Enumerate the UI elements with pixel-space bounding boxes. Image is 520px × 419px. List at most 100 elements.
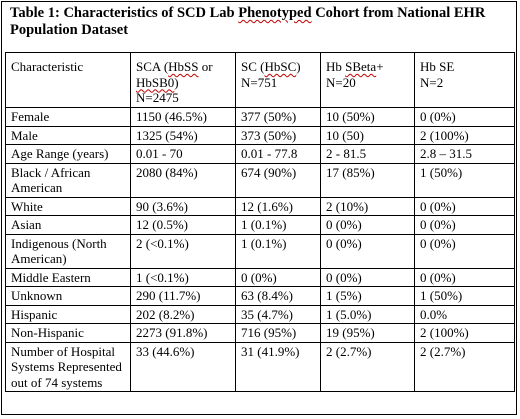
cell-sc: 0 (0%) (235, 267, 321, 287)
caption-text-start: Table 1: Characteristics of SCD Lab (10, 5, 239, 21)
caption-line-2: Population Dataset (10, 22, 129, 38)
header-sca-prefix: SCA ( (136, 59, 169, 74)
cell-se: 2 (100%) (414, 323, 515, 343)
cell-sca: 1150 (46.5%) (130, 107, 236, 127)
cell-sca: 90 (3.6%) (130, 196, 236, 216)
header-sbeta: Hb SBeta+ N=20 (320, 52, 415, 108)
cell-sca: 290 (11.7%) (130, 286, 236, 306)
table-row: Number of Hospital Systems Represented o… (5, 341, 515, 392)
row-label: Indigenous (North American) (5, 233, 131, 269)
cell-sca: 1325 (54%) (130, 125, 236, 145)
table-row: Indigenous (North American) 2 (<0.1%) 1 (0… (5, 233, 515, 269)
cell-sca: 2080 (84%) (130, 162, 236, 198)
cell-se: 0 (0%) (414, 267, 515, 287)
cell-sca: 2273 (91.8%) (130, 323, 236, 343)
row-label: Number of Hospital Systems Represented o… (5, 341, 131, 392)
row-label: Age Range (years) (5, 144, 131, 164)
cell-se: 1 (50%) (414, 162, 515, 198)
cell-sca: 1 (<0.1%) (130, 267, 236, 287)
header-sc-prefix: SC ( (241, 59, 265, 74)
cell-sca: 33 (44.6%) (130, 341, 236, 392)
row-label: Unknown (5, 286, 131, 306)
header-characteristic: Characteristic (5, 52, 131, 108)
cell-se: 2 (100%) (414, 125, 515, 145)
cell-sca: 0.01 - 70 (130, 144, 236, 164)
table-row: Non-Hispanic 2273 (91.8%) 716 (95%) 19 (95%… (5, 323, 515, 343)
caption-text-end: Cohort from National EHR (311, 5, 486, 21)
cell-sbeta: 0 (0%) (320, 233, 415, 269)
header-se: Hb SE N=2 (414, 52, 515, 108)
header-row: Characteristic SCA (HbSS or HbSB0) N=247… (5, 52, 515, 108)
cell-se: 2.8 – 31.5 (414, 144, 515, 164)
characteristics-table: Characteristic SCA (HbSS or HbSB0) N=247… (5, 52, 515, 392)
cell-sc: 63 (8.4%) (235, 286, 321, 306)
cell-sbeta: 17 (85%) (320, 162, 415, 198)
row-label: Male (5, 125, 131, 145)
table-row: Age Range (years) 0.01 - 70 0.01 - 77.8 2 -… (5, 144, 515, 164)
row-label: Female (5, 107, 131, 127)
row-label: Black / African American (5, 162, 131, 198)
caption-phenotyped-word: Phenotyped (238, 5, 312, 21)
cell-sbeta: 2 (2.7%) (320, 341, 415, 392)
cell-sbeta: 1 (5.0%) (320, 304, 415, 324)
table-row: Unknown 290 (11.7%) 63 (8.4%) 1 (5%) 1 (50%) (5, 286, 515, 306)
cell-sca: 202 (8.2%) (130, 304, 236, 324)
cell-se: 0 (0%) (414, 196, 515, 216)
header-sbeta-word: SBeta (345, 59, 377, 74)
cell-sc: 674 (90%) (235, 162, 321, 198)
row-label: Non-Hispanic (5, 323, 131, 343)
header-sc-hbsc: HbSC (264, 59, 297, 74)
cell-sc: 35 (4.7%) (235, 304, 321, 324)
table-row: White 90 (3.6%) 12 (1.6%) 2 (10%) 0 (0%) (5, 196, 515, 216)
table-row: Asian 12 (0.5%) 1 (0.1%) 0 (0%) 0 (0%) (5, 215, 515, 235)
header-sca-hbss: HbSS (168, 59, 199, 74)
header-sbeta-n: N=20 (326, 74, 356, 90)
header-sbeta-plus: + (376, 59, 384, 74)
header-sc-close: ) (296, 59, 301, 74)
header-sc-n: N=751 (241, 74, 278, 90)
cell-se: 0.0% (414, 304, 515, 324)
cell-sc: 716 (95%) (235, 323, 321, 343)
row-label: White (5, 196, 131, 216)
header-characteristic-label: Characteristic (11, 59, 84, 74)
header-sca-n: N=2475 (136, 90, 179, 105)
cell-se: 0 (0%) (414, 107, 515, 127)
header-sca-hbsb0: HbSB0 (136, 74, 175, 90)
cell-sbeta: 10 (50%) (320, 107, 415, 127)
table-row: Female 1150 (46.5%) 377 (50%) 10 (50%) 0 (0%… (5, 107, 515, 127)
cell-se: 1 (50%) (414, 286, 515, 306)
header-se-label: Hb SE (420, 59, 455, 74)
header-sca-close: ) (174, 74, 179, 90)
cell-se: 0 (0%) (414, 215, 515, 235)
cell-sbeta: 0 (0%) (320, 267, 415, 287)
header-se-n: N=2 (420, 74, 444, 90)
table-row: Middle Eastern 1 (<0.1%) 0 (0%) 0 (0%) 0 (0%… (5, 267, 515, 287)
cell-sc: 377 (50%) (235, 107, 321, 127)
cell-sc: 373 (50%) (235, 125, 321, 145)
table-row: Male 1325 (54%) 373 (50%) 10 (50) 2 (100%) (5, 125, 515, 145)
cell-sbeta: 2 (10%) (320, 196, 415, 216)
row-label: Asian (5, 215, 131, 235)
header-sc: SC (HbSC) N=751 (235, 52, 321, 108)
header-sca: SCA (HbSS or HbSB0) N=2475 (130, 52, 236, 108)
cell-sbeta: 2 - 81.5 (320, 144, 415, 164)
row-label: Middle Eastern (5, 267, 131, 287)
cell-sc: 12 (1.6%) (235, 196, 321, 216)
cell-sbeta: 1 (5%) (320, 286, 415, 306)
cell-sca: 12 (0.5%) (130, 215, 236, 235)
cell-se: 0 (0%) (414, 233, 515, 269)
cell-sc: 1 (0.1%) (235, 215, 321, 235)
table-caption: Table 1: Characteristics of SCD Lab Phen… (2, 2, 516, 52)
table-row: Black / African American 2080 (84%) 674 (9… (5, 162, 515, 198)
cell-sc: 0.01 - 77.8 (235, 144, 321, 164)
cell-sca: 2 (<0.1%) (130, 233, 236, 269)
row-label: Hispanic (5, 304, 131, 324)
cell-sc: 1 (0.1%) (235, 233, 321, 269)
cell-se: 2 (2.7%) (414, 341, 515, 392)
cell-sc: 31 (41.9%) (235, 341, 321, 392)
cell-sbeta: 10 (50) (320, 125, 415, 145)
header-sca-or: or (198, 59, 213, 74)
table-row: Hispanic 202 (8.2%) 35 (4.7%) 1 (5.0%) 0.0% (5, 304, 515, 324)
header-sbeta-prefix: Hb (326, 59, 346, 74)
